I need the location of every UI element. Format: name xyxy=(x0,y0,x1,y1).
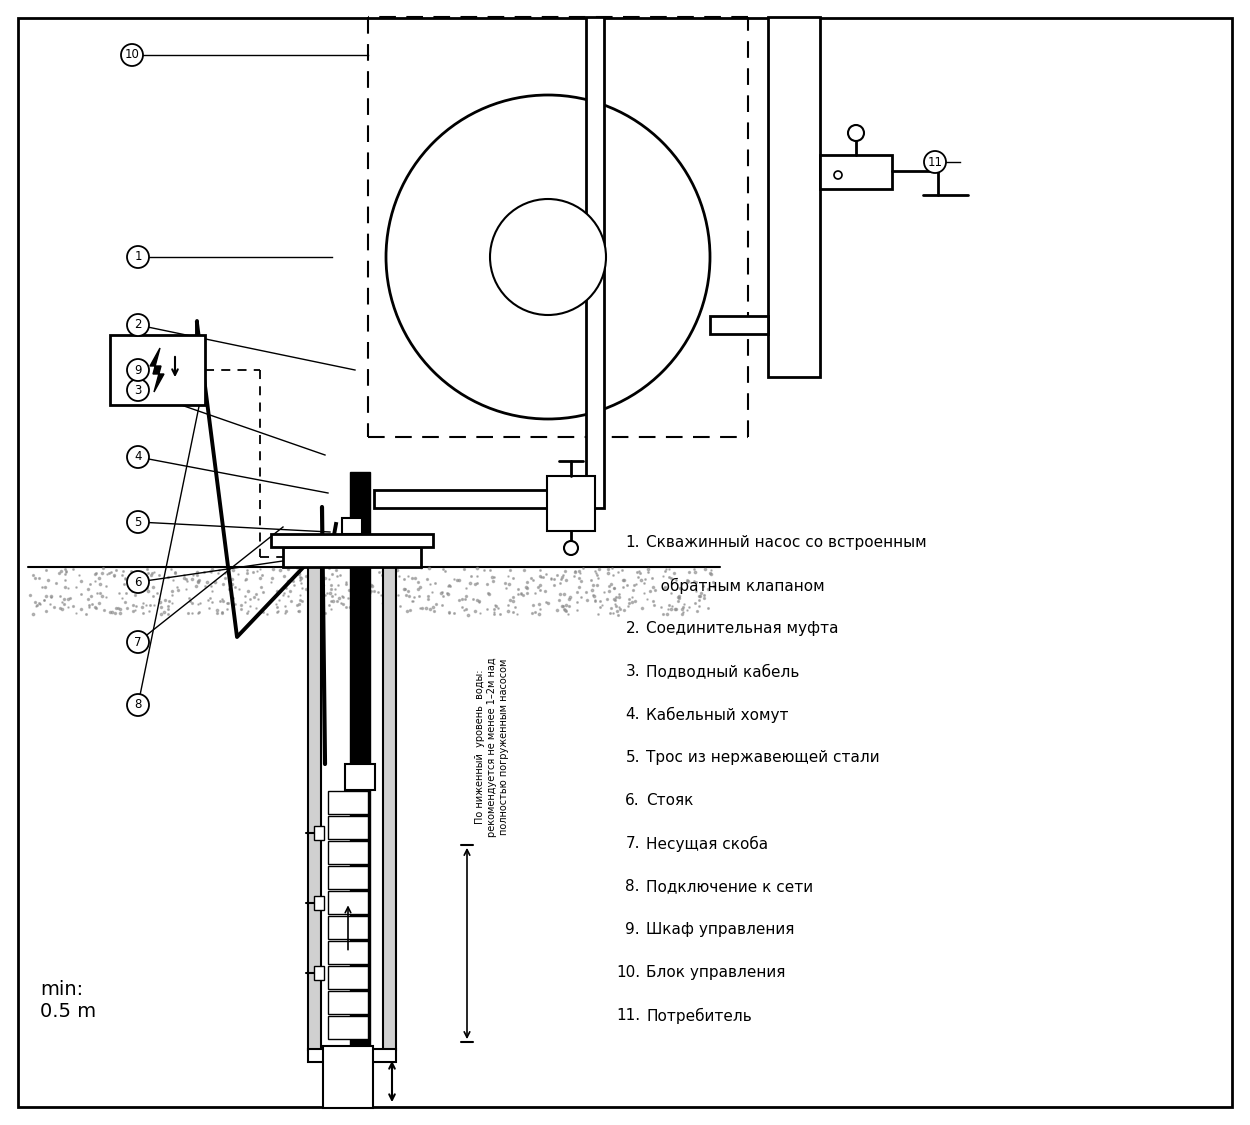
Circle shape xyxy=(127,631,149,652)
Bar xyxy=(328,940,367,964)
Text: 6.: 6. xyxy=(625,793,640,808)
Circle shape xyxy=(127,359,149,381)
Circle shape xyxy=(490,199,606,315)
Text: обратным клапаном: обратным клапаном xyxy=(646,578,825,594)
Text: 1: 1 xyxy=(134,251,141,263)
Text: 3: 3 xyxy=(134,384,141,396)
Bar xyxy=(308,567,321,1050)
Bar xyxy=(328,866,367,889)
Text: 7.: 7. xyxy=(625,836,640,850)
Text: 4.: 4. xyxy=(625,706,640,722)
Circle shape xyxy=(127,446,149,468)
Bar xyxy=(328,916,367,939)
Bar xyxy=(328,842,367,864)
Bar xyxy=(271,534,432,547)
Bar xyxy=(820,155,892,189)
Circle shape xyxy=(127,379,149,400)
Bar xyxy=(282,547,421,567)
Bar xyxy=(110,335,205,405)
Text: 1.: 1. xyxy=(625,536,640,550)
Bar xyxy=(308,1048,396,1062)
Bar xyxy=(328,816,367,839)
Text: 3.: 3. xyxy=(625,664,640,680)
Text: 10.: 10. xyxy=(616,965,640,980)
Text: 11: 11 xyxy=(928,155,942,169)
Bar xyxy=(374,490,589,508)
Text: Скважинный насос со встроенным: Скважинный насос со встроенным xyxy=(646,536,926,550)
Text: 2.: 2. xyxy=(625,621,640,636)
Bar xyxy=(328,991,367,1014)
Circle shape xyxy=(127,572,149,593)
Bar xyxy=(322,1046,372,1108)
Circle shape xyxy=(924,151,946,173)
Bar xyxy=(586,17,604,508)
Bar xyxy=(328,891,367,914)
Circle shape xyxy=(386,94,710,418)
Bar xyxy=(382,567,396,1050)
Text: Потребитель: Потребитель xyxy=(646,1008,751,1024)
Circle shape xyxy=(127,314,149,336)
Circle shape xyxy=(127,511,149,533)
Text: Несущая скоба: Несущая скоба xyxy=(646,836,768,852)
Text: Соединительная муфта: Соединительная муфта xyxy=(646,621,839,636)
Text: 7: 7 xyxy=(134,636,141,648)
Circle shape xyxy=(121,44,142,66)
Text: Стояк: Стояк xyxy=(646,793,694,808)
Text: 2: 2 xyxy=(134,318,141,332)
Text: 8: 8 xyxy=(134,699,141,711)
Bar xyxy=(342,518,362,534)
Text: 5.: 5. xyxy=(625,750,640,765)
Circle shape xyxy=(127,694,149,716)
Text: min:
0.5 m: min: 0.5 m xyxy=(40,980,96,1022)
Bar xyxy=(314,826,324,840)
Circle shape xyxy=(848,125,864,141)
Text: 4: 4 xyxy=(134,450,141,463)
Circle shape xyxy=(834,171,842,179)
Text: 6: 6 xyxy=(134,576,141,588)
Text: 8.: 8. xyxy=(625,879,640,894)
Text: 9.: 9. xyxy=(625,922,640,937)
Text: Подключение к сети: Подключение к сети xyxy=(646,879,814,894)
Bar xyxy=(328,1016,367,1040)
Text: Кабельный хомут: Кабельный хомут xyxy=(646,706,789,723)
Text: Блок управления: Блок управления xyxy=(646,965,785,980)
Polygon shape xyxy=(150,348,164,392)
Bar xyxy=(328,966,367,989)
Circle shape xyxy=(127,246,149,268)
Bar xyxy=(314,966,324,980)
Bar xyxy=(345,764,375,790)
Text: Трос из нержавеющей стали: Трос из нержавеющей стали xyxy=(646,750,880,765)
Circle shape xyxy=(564,541,578,555)
Bar xyxy=(314,896,324,910)
Bar xyxy=(548,476,595,531)
Text: Шкаф управления: Шкаф управления xyxy=(646,922,795,937)
Text: 5: 5 xyxy=(134,515,141,529)
Text: По ниженный  уровень  воды:
рекомендуется не менее 1–2м над
полностью погруженны: По ниженный уровень воды: рекомендуется … xyxy=(475,657,509,837)
Text: 11.: 11. xyxy=(616,1008,640,1023)
Text: 9: 9 xyxy=(134,363,141,377)
Bar xyxy=(328,791,367,814)
Bar xyxy=(768,17,820,377)
Bar xyxy=(350,472,370,1050)
Text: Подводный кабель: Подводный кабель xyxy=(646,664,800,680)
Bar xyxy=(710,316,767,334)
Text: 10: 10 xyxy=(125,48,140,62)
